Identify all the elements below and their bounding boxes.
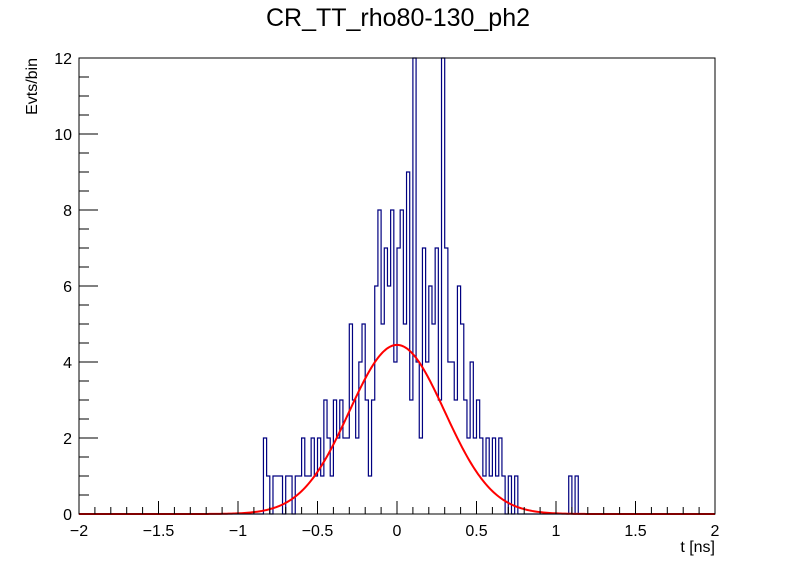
histogram-bin <box>346 438 349 514</box>
x-tick-label: 1 <box>552 523 561 540</box>
histogram-bin <box>387 286 390 514</box>
histogram-bin <box>426 362 429 514</box>
histogram-bin <box>419 438 422 514</box>
histogram-bars-group <box>79 57 715 515</box>
histogram-bin <box>394 362 397 514</box>
histogram-bin <box>448 362 451 514</box>
histogram-bin <box>467 438 470 514</box>
histogram-bin <box>454 400 457 514</box>
histogram-bin <box>337 438 340 514</box>
x-axis-label: t [ns] <box>680 539 715 556</box>
histogram-bin <box>410 400 413 514</box>
y-tick-label: 6 <box>63 279 72 296</box>
histogram-bin <box>368 476 371 514</box>
histogram-bin <box>432 324 435 514</box>
y-tick-label: 12 <box>54 51 72 68</box>
histogram-outline <box>79 57 715 515</box>
histogram-bin <box>321 476 324 514</box>
histogram-bin <box>356 438 359 514</box>
x-tick-label: 0.5 <box>465 523 487 540</box>
x-tick-label: −0.5 <box>302 523 334 540</box>
y-tick-label: 2 <box>63 431 72 448</box>
histogram-bin <box>403 324 406 514</box>
y-axis-label: Evts/bin <box>24 58 41 115</box>
x-tick-label: 1.5 <box>624 523 646 540</box>
histogram-bin <box>343 438 346 514</box>
y-tick-label: 4 <box>63 355 72 372</box>
x-tick-label: −1 <box>229 523 247 540</box>
x-tick-label: −2 <box>70 523 88 540</box>
x-tick-label: −1.5 <box>143 523 175 540</box>
chart-title: CR_TT_rho80-130_ph2 <box>265 4 531 32</box>
y-tick-label: 0 <box>63 507 72 524</box>
histogram-bin <box>438 400 441 514</box>
histogram-bin <box>276 476 279 514</box>
axis-ticks-group: −2 −1.5 −1 −0.5 0 0.5 1 1.5 2 0 2 4 6 8 10 12 <box>54 51 719 540</box>
y-tick-label: 8 <box>63 203 72 220</box>
y-tick-label: 10 <box>54 127 72 144</box>
x-tick-label: 0 <box>393 523 402 540</box>
histogram-bin <box>305 476 308 514</box>
gaussian-fit-curve <box>79 343 715 515</box>
fit-curve-group <box>79 343 715 515</box>
x-tick-label: 2 <box>711 523 720 540</box>
